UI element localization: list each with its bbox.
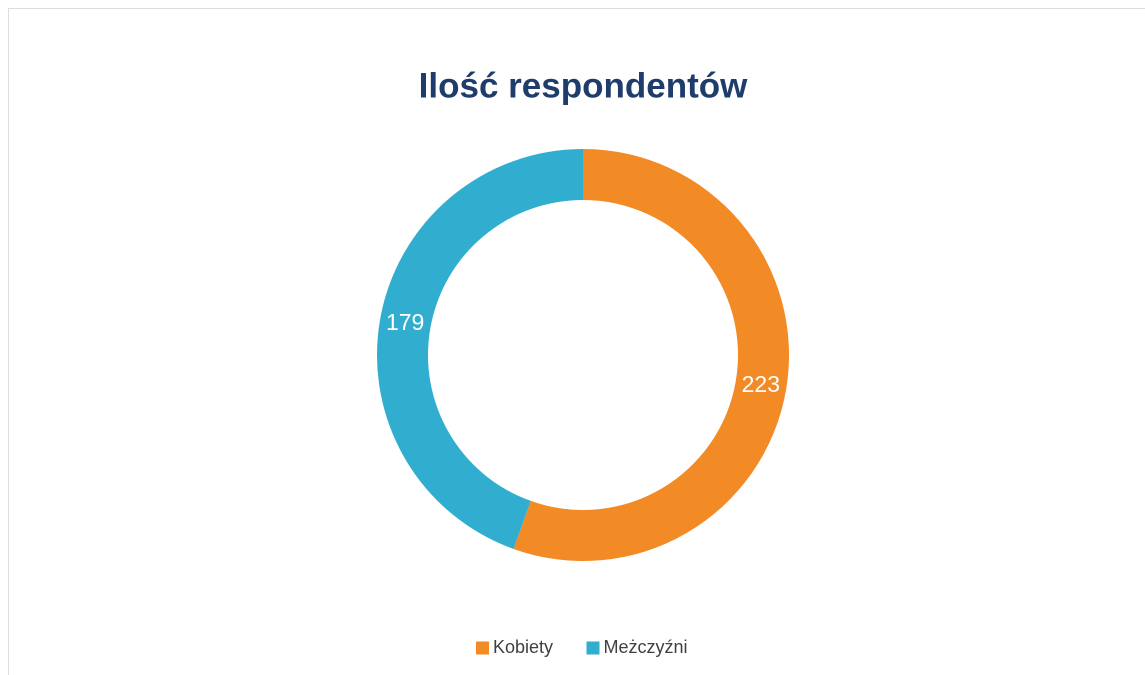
donut-segment	[377, 149, 583, 549]
legend-swatch	[476, 641, 489, 655]
legend-label: Meżczyźni	[604, 637, 688, 657]
donut-segment	[513, 149, 789, 561]
legend-label: Kobiety	[493, 637, 553, 657]
data-label: 179	[386, 309, 424, 335]
data-label: 223	[742, 371, 780, 397]
legend-swatch	[586, 641, 600, 655]
chart-title: Ilość respondentów	[419, 66, 748, 105]
chart-border	[8, 8, 1145, 675]
